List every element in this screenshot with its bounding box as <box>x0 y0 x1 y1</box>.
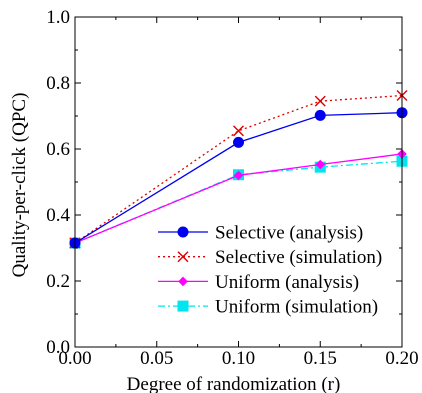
series-0 <box>69 107 408 249</box>
y-axis-label: Quality-per-click (QPC) <box>9 93 30 278</box>
data-point <box>233 170 244 181</box>
x-tick-label: 0.20 <box>385 348 418 369</box>
x-tick-label: 0.00 <box>58 348 91 369</box>
y-tick-label: 0.4 <box>46 205 70 226</box>
data-point <box>314 95 326 107</box>
legend-entry: Uniform (analysis) <box>158 272 359 293</box>
y-tick-label: 0.0 <box>46 337 70 358</box>
y-tick-label: 0.8 <box>46 73 70 94</box>
legend-label: Selective (analysis) <box>215 223 363 244</box>
x-tick-label: 0.15 <box>304 348 337 369</box>
legend-label: Uniform (analysis) <box>215 272 359 293</box>
data-point <box>315 159 326 170</box>
x-tick-label: 0.05 <box>140 348 173 369</box>
series-line <box>74 160 403 244</box>
data-point <box>233 136 244 148</box>
y-tick-label: 0.2 <box>46 271 70 292</box>
legend: Selective (analysis) Selective (simulatio… <box>158 223 382 318</box>
legend-entry: Selective (analysis) <box>158 223 363 244</box>
y-tick-label: 1.0 <box>46 7 70 28</box>
series-line <box>74 153 403 244</box>
legend-marker <box>178 276 188 287</box>
series-line <box>74 112 403 244</box>
legend-label: Uniform (simulation) <box>215 297 378 318</box>
legend-entry: Selective (simulation) <box>158 247 382 268</box>
legend-marker <box>177 226 189 238</box>
y-tick-label: 0.6 <box>46 139 70 160</box>
series-2 <box>70 149 407 248</box>
x-axis-label: Degree of randomization (r) <box>127 374 341 393</box>
data-point <box>314 109 326 121</box>
legend-marker <box>177 251 189 263</box>
x-tick-label: 0.10 <box>222 348 255 369</box>
legend-label: Selective (simulation) <box>215 247 382 268</box>
series-line <box>74 94 403 244</box>
series-1 <box>69 90 408 249</box>
legend-entry: Uniform (simulation) <box>158 297 378 318</box>
plot-area <box>69 90 408 249</box>
legend-marker <box>177 300 189 312</box>
data-point <box>233 125 244 137</box>
axes: 0.00 0.05 0.10 0.15 0.20 0.0 0.2 0.4 0.6 0.8 1.0 De… <box>9 7 419 393</box>
